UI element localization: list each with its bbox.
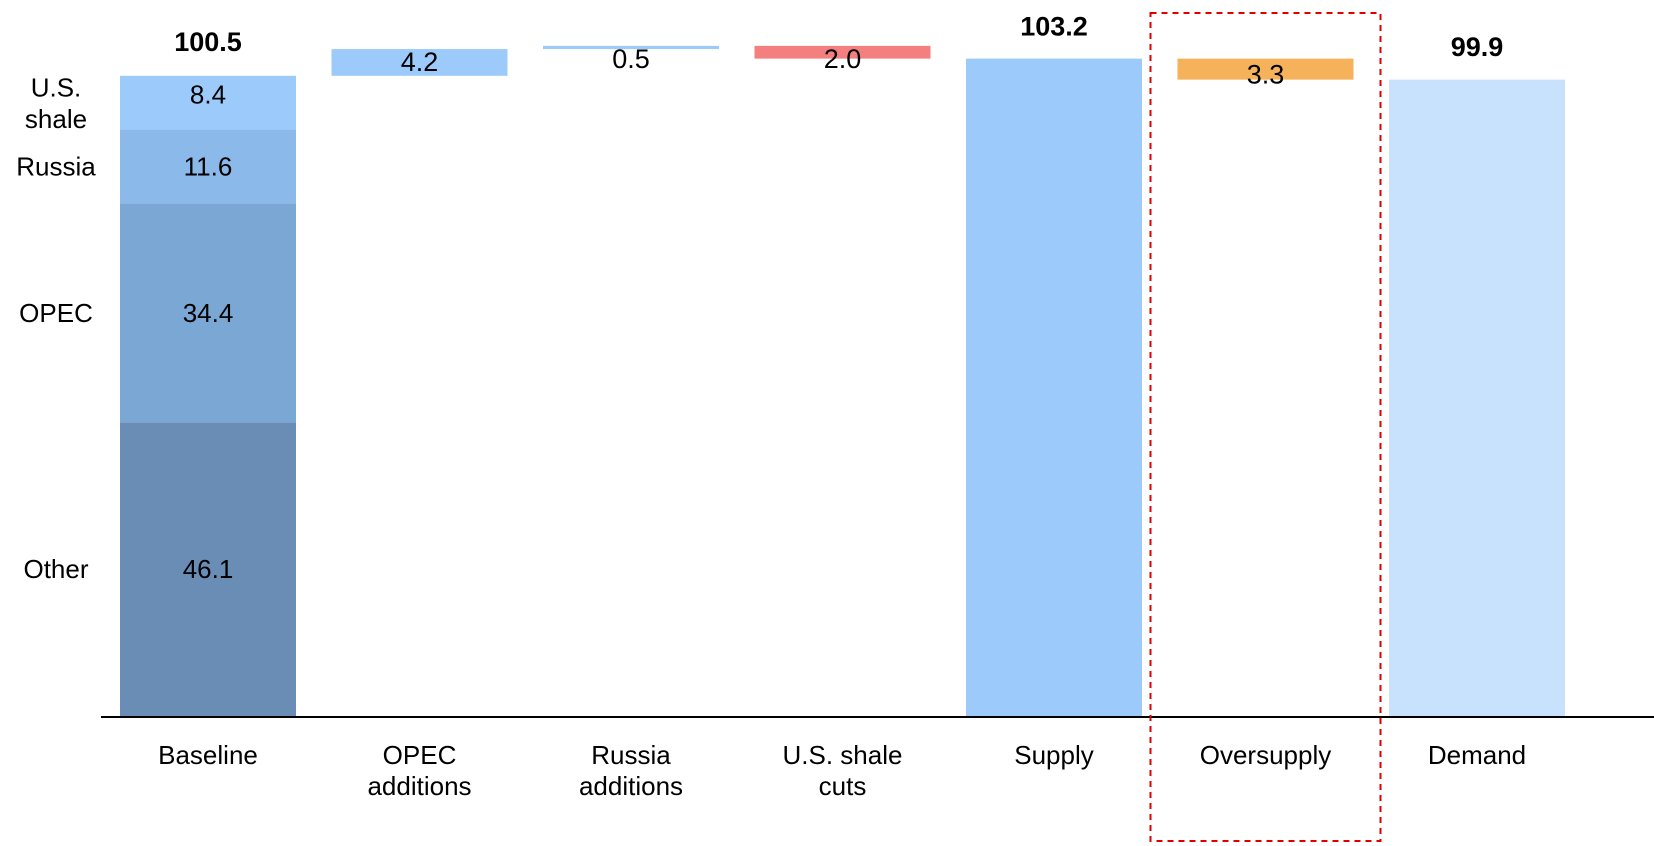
series-label-russia: Russia (16, 151, 96, 181)
baseline-value-other: 46.1 (183, 554, 234, 584)
change-bar-russia-additions (543, 45, 719, 50)
baseline-segment-other (120, 422, 296, 716)
baseline-segment-u-s-shale (120, 75, 296, 130)
baseline-total-label: 100.5 (174, 27, 242, 57)
series-label-other: Other (23, 554, 88, 584)
demand-total-label: 99.9 (1451, 32, 1504, 62)
category-label-baseline: Baseline (158, 740, 258, 770)
oversupply-bar (1177, 58, 1354, 80)
baseline-value-opec: 34.4 (183, 298, 234, 328)
series-label-u-s-shale: U.S. shale (25, 73, 87, 134)
series-label-opec: OPEC (19, 298, 93, 328)
category-labels: Baseline OPEC additions Russia additions U.S.… (158, 740, 1526, 801)
bars-layer (120, 45, 1565, 716)
category-label-oversupply: Oversupply (1200, 740, 1332, 770)
demand-bar (1389, 79, 1565, 716)
oversupply-value: 3.3 (1247, 60, 1285, 90)
change-value-opec-additions: 4.2 (401, 47, 439, 77)
oversupply-highlight-box (1149, 12, 1382, 842)
change-value-u-s-shale-cuts: 2.0 (824, 44, 862, 74)
supply-bar (966, 58, 1142, 716)
category-label-russia-additions: Russia additions (579, 740, 683, 801)
baseline-segment-russia (120, 129, 296, 204)
category-label-opec-additions: OPEC additions (367, 740, 471, 801)
category-label-supply: Supply (1014, 740, 1094, 770)
change-value-russia-additions: 0.5 (612, 44, 650, 74)
category-label-demand: Demand (1428, 740, 1526, 770)
change-bar-u-s-shale-cuts (754, 45, 931, 59)
baseline-value-russia: 11.6 (184, 151, 233, 181)
supply-total-label: 103.2 (1020, 12, 1088, 42)
labels-layer: 46.1 Other 34.4 OPEC 11.6 Russia 8.4 U.S. shale 1… (16, 12, 1503, 585)
category-label-u-s-shale-cuts: U.S. shale cuts (783, 740, 903, 801)
baseline-value-u-s-shale: 8.4 (190, 80, 226, 110)
change-bar-opec-additions (331, 49, 508, 76)
baseline-segment-opec (120, 203, 296, 423)
